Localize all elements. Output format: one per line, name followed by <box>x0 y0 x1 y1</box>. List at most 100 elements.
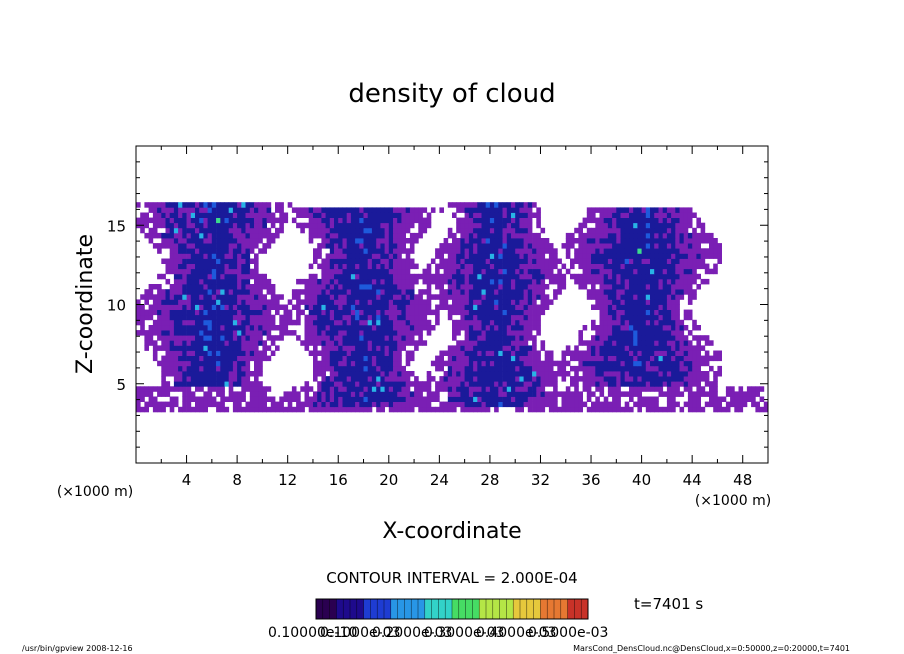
density-cell <box>266 202 272 208</box>
density-cell <box>641 278 647 285</box>
colorbar-swatch <box>418 599 426 619</box>
colorbar-swatch <box>404 599 412 619</box>
density-cell <box>666 278 672 285</box>
density-cell <box>241 350 246 356</box>
density-cell <box>178 278 183 285</box>
density-cell <box>325 278 331 285</box>
density-cell <box>254 309 259 316</box>
density-cell <box>498 335 503 341</box>
density-cell <box>334 232 339 239</box>
density-cell <box>140 294 145 300</box>
density-cell <box>270 289 276 295</box>
density-cell <box>544 273 550 280</box>
density-cell <box>624 258 630 264</box>
density-cell <box>329 304 335 310</box>
density-cell <box>304 294 310 300</box>
density-cell <box>473 335 478 341</box>
density-cell <box>157 202 162 208</box>
density-cell <box>527 345 533 351</box>
density-cell <box>371 238 377 244</box>
density-cell <box>637 238 642 244</box>
density-cell <box>220 335 225 341</box>
density-cell <box>237 299 242 305</box>
density-cell <box>650 232 655 239</box>
density-cell <box>195 355 200 362</box>
density-cell <box>182 232 187 239</box>
density-cell <box>515 294 520 300</box>
footer-left: /usr/bin/gpview 2008-12-16 <box>22 644 133 653</box>
density-cell <box>178 289 183 295</box>
density-cell <box>220 391 225 397</box>
density-cell <box>519 248 524 254</box>
density-cell <box>266 299 272 305</box>
density-cell <box>346 309 352 316</box>
density-cell <box>671 243 676 249</box>
density-cell <box>426 289 432 295</box>
density-cell <box>494 371 499 377</box>
density-cell <box>586 396 592 402</box>
density-cell <box>624 355 630 362</box>
density-cell <box>511 238 516 244</box>
density-cell <box>152 227 158 234</box>
density-cell <box>355 289 360 295</box>
density-cell <box>540 371 546 377</box>
density-cell <box>426 304 432 310</box>
density-cell <box>359 217 364 224</box>
density-cell <box>245 319 251 326</box>
density-cell <box>195 263 200 270</box>
density-cell <box>409 222 415 229</box>
density-cell <box>751 401 756 408</box>
density-cell <box>599 314 605 321</box>
density-cell <box>270 350 276 356</box>
density-cell <box>557 365 562 372</box>
density-cell <box>658 248 664 254</box>
density-cell <box>350 386 356 392</box>
density-cell <box>216 284 221 290</box>
density-cell <box>485 401 491 408</box>
density-cell <box>338 314 343 321</box>
density-cell <box>700 263 706 270</box>
density-cell <box>300 299 305 305</box>
density-cell <box>599 243 605 249</box>
density-cell <box>300 386 305 392</box>
density-cell <box>696 222 701 229</box>
density-cell <box>262 222 267 229</box>
density-cell <box>199 222 204 229</box>
density-cell <box>692 350 697 356</box>
density-cell <box>654 340 659 346</box>
density-cell <box>447 294 453 300</box>
density-cell <box>599 376 605 382</box>
density-cell <box>173 304 179 310</box>
density-cell <box>266 325 272 331</box>
density-cell <box>266 309 272 316</box>
density-cell <box>313 319 318 326</box>
density-cell <box>254 401 259 408</box>
density-cell <box>241 325 246 331</box>
density-cell <box>687 299 693 305</box>
density-cell <box>675 391 680 397</box>
density-cell <box>485 263 491 270</box>
density-cell <box>270 238 276 244</box>
density-cell <box>645 319 651 326</box>
density-cell <box>658 243 664 249</box>
density-cell <box>173 294 179 300</box>
density-cell <box>527 232 533 239</box>
density-cell <box>249 396 255 402</box>
density-cell <box>169 253 175 259</box>
density-cell <box>334 289 339 295</box>
density-cell <box>671 309 676 316</box>
density-cell <box>658 340 664 346</box>
density-cell <box>464 284 470 290</box>
density-cell <box>405 391 411 397</box>
density-cell <box>637 340 642 346</box>
density-cell <box>671 350 676 356</box>
density-cell <box>477 268 482 275</box>
density-cell <box>232 263 238 270</box>
density-cell <box>553 263 558 270</box>
density-cell <box>355 401 360 408</box>
density-cell <box>329 258 335 264</box>
density-cell <box>350 325 356 331</box>
density-cell <box>414 386 419 392</box>
density-cell <box>329 381 335 387</box>
density-cell <box>456 319 461 326</box>
